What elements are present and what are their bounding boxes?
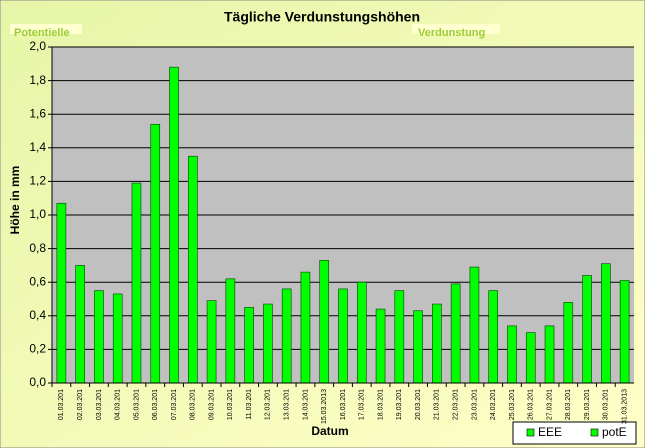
bar xyxy=(469,266,480,384)
x-tick-label: 01.03.201 xyxy=(58,389,65,420)
x-tick-label: 17.03.201 xyxy=(359,389,366,420)
annotation-box xyxy=(412,24,500,34)
y-tick-label: 2,0 xyxy=(29,39,46,53)
bar xyxy=(356,281,367,384)
bar xyxy=(619,280,630,384)
legend xyxy=(512,421,637,445)
chart-title: Tägliche Verdunstungshöhen xyxy=(224,9,420,25)
x-tick-label: 19.03.201 xyxy=(396,389,403,420)
x-tick-label: 25.03.201 xyxy=(509,389,516,420)
legend-swatch xyxy=(526,428,535,437)
y-tick-label: 0,6 xyxy=(29,274,46,288)
bar xyxy=(281,288,292,384)
bar xyxy=(206,300,217,384)
bar xyxy=(544,325,555,384)
x-tick-label: 24.03.201 xyxy=(490,389,497,420)
x-tick-label: 10.03.201 xyxy=(227,389,234,420)
x-tick-label: 23.03.201 xyxy=(471,389,478,420)
bar xyxy=(131,182,142,384)
bar xyxy=(601,263,611,384)
bar xyxy=(319,260,330,384)
x-tick-label: 06.03.201 xyxy=(152,389,159,420)
bar xyxy=(413,310,423,384)
bar xyxy=(300,271,311,384)
x-tick-label: 09.03.201 xyxy=(208,389,215,420)
bar xyxy=(507,325,517,384)
bar xyxy=(338,288,348,384)
x-tick-label: 31.03.2013 xyxy=(621,389,628,424)
x-tick-label: 03.03.201 xyxy=(96,389,103,420)
y-tick-label: 1,6 xyxy=(29,106,46,120)
x-tick-label: 12.03.201 xyxy=(265,389,272,420)
x-tick-label: 26.03.201 xyxy=(528,389,535,420)
y-tick-label: 1,4 xyxy=(29,140,46,154)
x-tick-label: 22.03.201 xyxy=(452,389,459,420)
bar xyxy=(488,290,498,384)
bar xyxy=(525,332,536,384)
bar xyxy=(150,123,161,384)
y-tick-label: 0,2 xyxy=(29,342,46,356)
x-tick-label: 11.03.201 xyxy=(246,389,253,420)
bar xyxy=(112,293,123,384)
bar xyxy=(56,202,67,384)
bar xyxy=(75,265,85,384)
x-tick-label: 16.03.201 xyxy=(340,389,347,420)
bar xyxy=(563,302,574,384)
y-tick-label: 0,8 xyxy=(29,241,46,255)
bar xyxy=(244,307,254,384)
bar xyxy=(169,66,179,384)
y-tick-label: 1,0 xyxy=(29,207,46,221)
y-tick-label: 1,2 xyxy=(29,174,46,188)
x-tick-label: 21.03.201 xyxy=(434,389,441,420)
x-tick-label: 28.03.201 xyxy=(565,389,572,420)
bar xyxy=(94,290,104,384)
annotation: Verdunstung xyxy=(418,27,485,39)
bar xyxy=(225,278,236,384)
x-tick-label: 04.03.201 xyxy=(115,389,122,420)
annotation: Potentielle xyxy=(14,27,70,39)
x-tick-label: 13.03.201 xyxy=(284,389,291,420)
y-axis-label: Höhe in mm xyxy=(8,166,22,235)
x-axis-label: Datum xyxy=(311,424,348,438)
x-tick-label: 05.03.201 xyxy=(133,389,140,420)
legend-label: EEE xyxy=(538,425,562,439)
x-tick-label: 15.03.2013 xyxy=(321,389,328,424)
x-tick-label: 02.03.201 xyxy=(77,389,84,420)
x-tick-label: 20.03.201 xyxy=(415,389,422,420)
bar xyxy=(432,303,442,384)
legend-swatch xyxy=(590,428,599,437)
x-tick-label: 29.03.201 xyxy=(584,389,591,420)
bar xyxy=(263,303,273,384)
bar xyxy=(375,308,386,384)
bar xyxy=(188,155,198,384)
x-tick-label: 14.03.201 xyxy=(302,389,309,420)
y-tick-label: 0,4 xyxy=(29,308,46,322)
legend-label: potE xyxy=(602,425,627,439)
x-tick-label: 08.03.201 xyxy=(190,389,197,420)
bar xyxy=(450,283,461,384)
y-tick-label: 1,8 xyxy=(29,73,46,87)
x-tick-label: 07.03.201 xyxy=(171,389,178,420)
y-tick-label: 0,0 xyxy=(29,375,46,389)
x-tick-label: 27.03.201 xyxy=(546,389,553,420)
annotation-box xyxy=(10,24,82,34)
bar xyxy=(582,275,592,384)
x-tick-label: 30.03.201 xyxy=(603,389,610,420)
bar xyxy=(394,290,405,384)
x-tick-label: 18.03.201 xyxy=(377,389,384,420)
